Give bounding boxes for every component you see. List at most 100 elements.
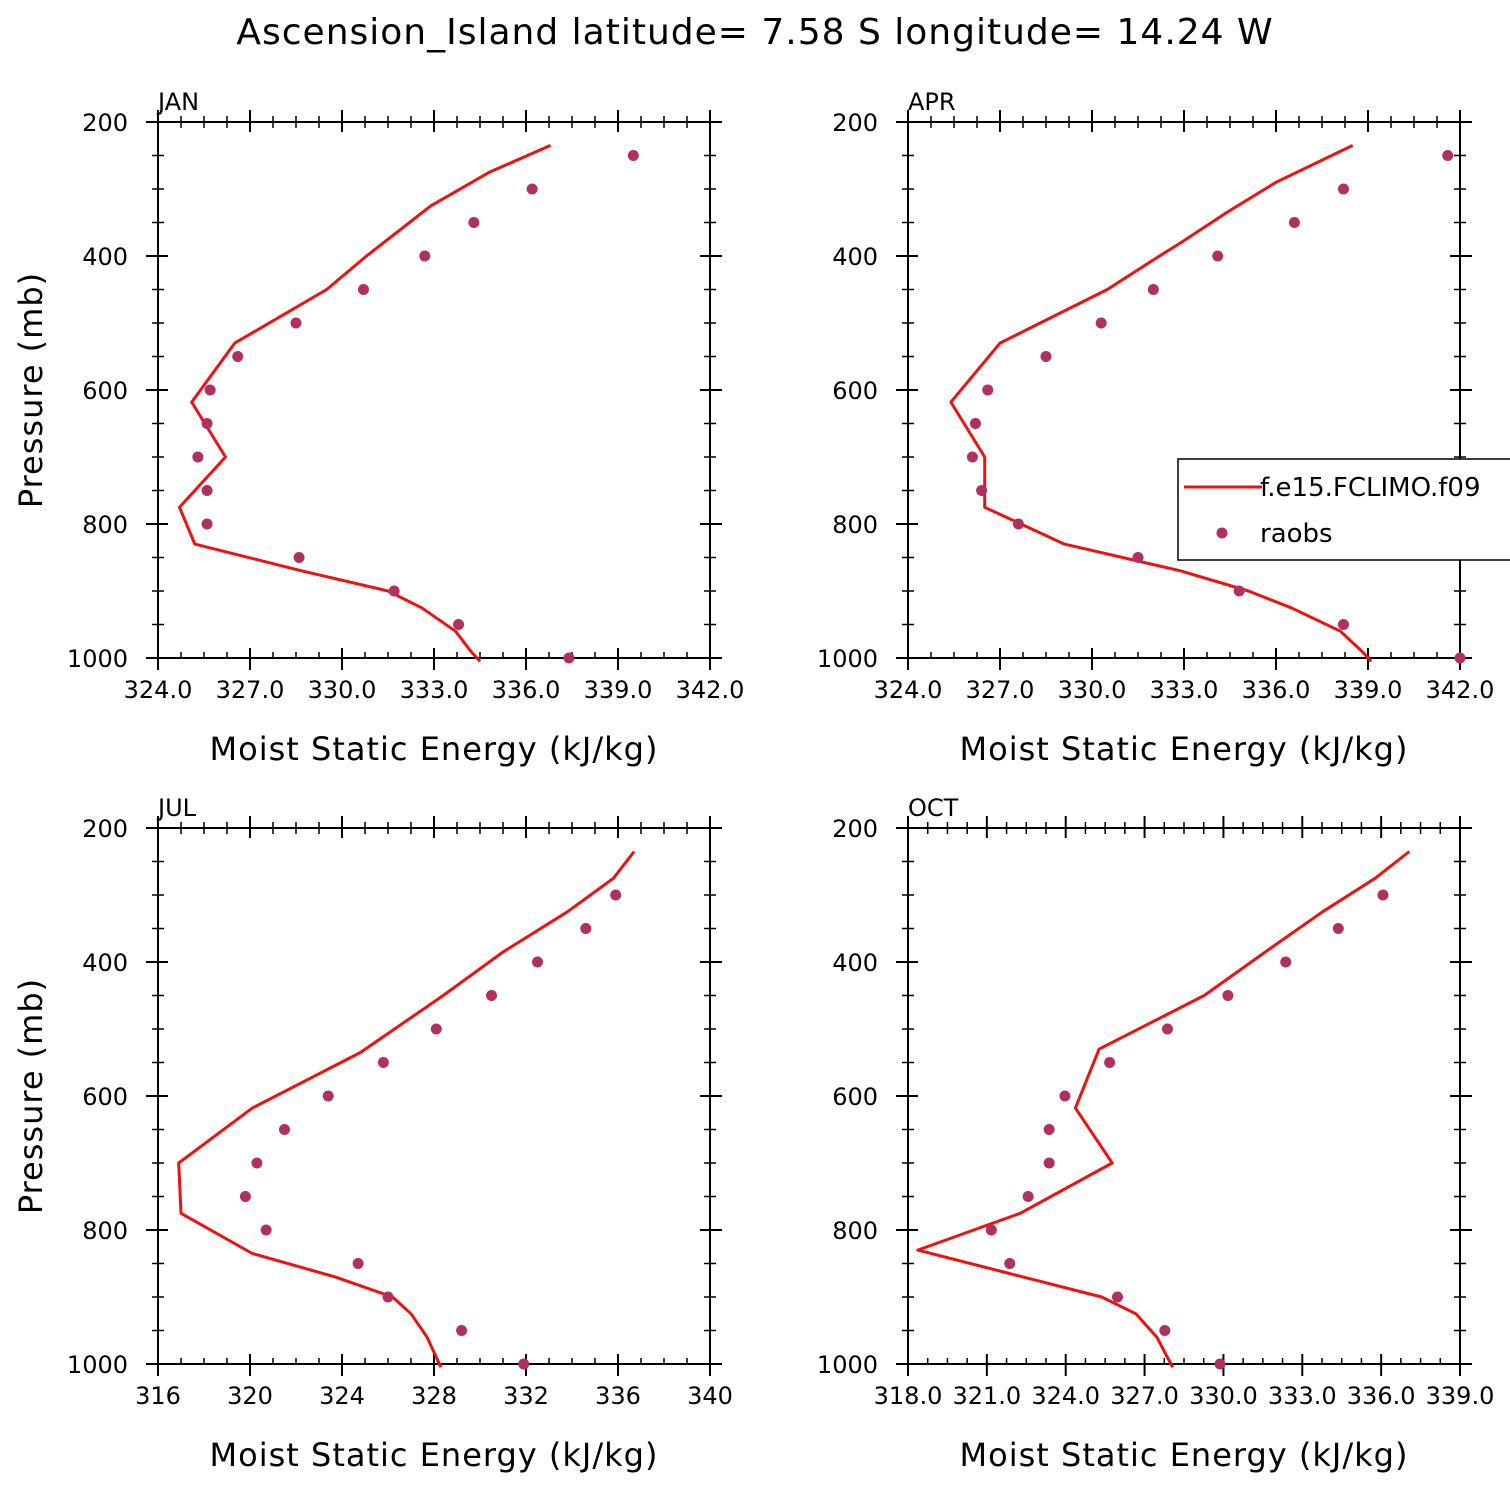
panel-label: JAN: [156, 88, 199, 116]
raobs-point: [1043, 1157, 1055, 1169]
raobs-point: [430, 1023, 442, 1035]
y-tick-label: 400: [82, 949, 128, 977]
raobs-point: [388, 585, 400, 597]
x-axis-label: Moist Static Energy (kJ/kg): [210, 730, 659, 768]
raobs-point: [1147, 284, 1159, 295]
legend-model-label: f.e15.FCLIMO.f09: [1260, 473, 1480, 503]
raobs-point: [1332, 923, 1344, 934]
y-tick-label: 1000: [67, 1351, 128, 1379]
panels: JAN 324.0 327.0 330.0 333.0 336.0 339.0 342.0 20…: [12, 88, 1494, 1474]
raobs-point: [232, 351, 244, 362]
raobs-point: [1288, 217, 1300, 228]
raobs-point: [382, 1291, 394, 1303]
y-tick-label: 400: [832, 243, 878, 271]
model-line: [916, 850, 1411, 1369]
x-tick-label: 324.0: [124, 676, 193, 704]
x-tick-label: 327.0: [216, 676, 285, 704]
raobs-point: [1214, 1358, 1226, 1370]
raobs-point: [192, 451, 204, 463]
panel-label: JUL: [156, 794, 197, 822]
y-tick-label: 1000: [67, 645, 128, 673]
x-tick-label: 328: [411, 1382, 457, 1410]
panel-jan: JAN 324.0 327.0 330.0 333.0 336.0 339.0 342.0 20…: [12, 88, 744, 768]
x-tick-label: 340: [687, 1382, 733, 1410]
raobs-point: [1337, 619, 1349, 630]
raobs-point: [201, 518, 213, 530]
legend-dot-swatch: [1216, 527, 1228, 539]
raobs-point: [293, 552, 305, 563]
x-tick-label: 324: [319, 1382, 365, 1410]
y-tick-label: 200: [82, 109, 128, 137]
x-tick-label: 332: [503, 1382, 549, 1410]
raobs-point: [377, 1057, 389, 1068]
raobs-point: [969, 418, 981, 429]
x-tick-label: 336.0: [492, 676, 561, 704]
x-tick-label: 336: [595, 1382, 641, 1410]
raobs-point: [1212, 250, 1224, 262]
x-tick-label: 324.0: [1031, 1382, 1100, 1410]
raobs-point: [1377, 889, 1389, 901]
raobs-point: [1233, 585, 1245, 597]
y-axis-label: Pressure (mb): [12, 978, 50, 1214]
raobs-point: [1159, 1325, 1171, 1336]
raobs-point: [468, 217, 480, 228]
raobs-point: [985, 1224, 997, 1236]
y-tick-label: 1000: [817, 645, 878, 673]
y-tick-label: 800: [82, 1217, 128, 1245]
raobs-point: [1040, 351, 1052, 362]
x-tick-label: 321.0: [952, 1382, 1021, 1410]
x-tick-label: 316: [135, 1382, 181, 1410]
x-tick-label: 327.0: [966, 676, 1035, 704]
raobs-point: [1043, 1124, 1055, 1135]
x-tick-label: 333.0: [400, 676, 469, 704]
raobs-point: [486, 990, 497, 1001]
raobs-point: [1022, 1191, 1034, 1202]
y-tick-label: 200: [82, 815, 128, 843]
raobs-point: [580, 923, 592, 934]
raobs-point: [279, 1124, 290, 1135]
raobs-point: [563, 652, 575, 664]
raobs-point: [1132, 552, 1144, 563]
y-tick-label: 200: [832, 815, 878, 843]
plot-frame: [157, 827, 711, 1365]
x-tick-label: 318.0: [874, 1382, 943, 1410]
raobs-point: [1004, 1258, 1016, 1269]
raobs-point: [1095, 317, 1107, 329]
raobs-point: [201, 418, 213, 429]
raobs-point: [1111, 1291, 1123, 1303]
y-tick-label: 800: [832, 511, 878, 539]
x-tick-label: 339.0: [1426, 1382, 1495, 1410]
raobs-point: [1012, 518, 1024, 530]
raobs-point: [532, 956, 543, 968]
legend-box: [1177, 458, 1510, 561]
panel-label: OCT: [908, 794, 959, 822]
raobs-point: [1454, 652, 1466, 664]
raobs-point: [239, 1191, 251, 1202]
raobs-point: [352, 1258, 364, 1269]
raobs-point: [1059, 1090, 1071, 1102]
plot-frame: [907, 827, 1461, 1365]
raobs-point: [1280, 956, 1292, 968]
x-tick-label: 339.0: [1334, 676, 1403, 704]
x-tick-label: 330.0: [1058, 676, 1127, 704]
panel-apr: APR 324.0 327.0 330.0 333.0 336.0 339.0 342.0 20…: [817, 88, 1494, 768]
model-line: [178, 144, 552, 663]
y-tick-label: 600: [832, 377, 878, 405]
y-tick-label: 600: [82, 377, 128, 405]
y-tick-label: 800: [832, 1217, 878, 1245]
raobs-point: [251, 1157, 263, 1169]
y-tick-label: 600: [82, 1083, 128, 1111]
x-axis-label: Moist Static Energy (kJ/kg): [210, 1436, 659, 1474]
raobs-point: [1337, 183, 1349, 195]
x-tick-label: 333.0: [1268, 1382, 1337, 1410]
x-tick-label: 330.0: [1189, 1382, 1258, 1410]
raobs-point: [526, 183, 538, 195]
x-axis-label: Moist Static Energy (kJ/kg): [960, 1436, 1409, 1474]
x-tick-label: 336.0: [1347, 1382, 1416, 1410]
raobs-point: [627, 150, 639, 161]
model-line: [177, 850, 636, 1368]
legend: f.e15.FCLIMO.f09 raobs: [1177, 458, 1510, 561]
raobs-point: [419, 250, 431, 262]
raobs-point: [322, 1090, 334, 1102]
raobs-point: [453, 619, 465, 630]
